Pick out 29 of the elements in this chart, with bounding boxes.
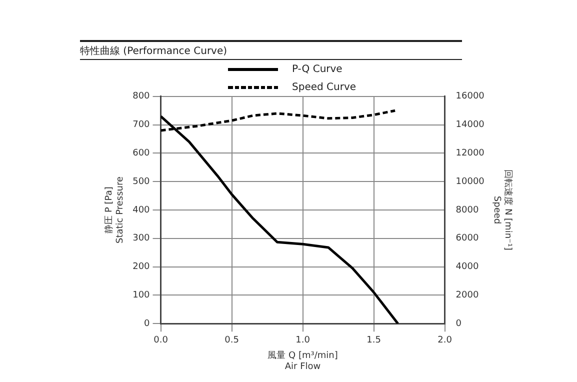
y-tick-label: 300 [132,234,150,244]
y2-axis-title: 回転速度 N [min⁻¹] Speed [491,170,514,250]
y2-tick-label: 4000 [456,262,479,272]
y2-tick-label: 0 [456,318,462,329]
x-tick-label: 1.5 [366,335,381,346]
x-tick-label: 0.5 [224,335,239,346]
y-tick-label: 100 [132,290,150,301]
y-tick-label: 600 [132,148,150,159]
y-tick-label: 800 [132,92,150,102]
y-tick-label: 0 [144,318,150,329]
y2-tick-label: 6000 [456,234,479,244]
y-tick-label: 200 [132,262,150,272]
y2-tick-label: 12000 [456,148,485,159]
x-tick-label: 2.0 [438,335,452,346]
y2-tick-label: 8000 [456,205,479,216]
x-axis-title: 風量 Q [m³/min] Air Flow [268,350,338,372]
y-axis-title: 静圧 P [Pa] Static Pressure [104,176,126,244]
y-tick-label: 700 [132,120,150,130]
x-tick-label: 1.0 [296,335,310,346]
legend-label: P-Q Curve [292,64,342,74]
y2-tick-label: 10000 [456,176,485,187]
y2-tick-label: 14000 [456,120,485,130]
y-tick-label: 400 [132,205,150,216]
y-tick-label: 500 [132,176,150,187]
legend-label: Speed Curve [292,82,356,92]
chart-title: 特性曲線 (Performance Curve) [80,40,462,60]
y2-tick-label: 16000 [456,92,485,102]
x-tick-label: 0.0 [154,335,168,346]
y2-tick-label: 2000 [456,290,479,301]
